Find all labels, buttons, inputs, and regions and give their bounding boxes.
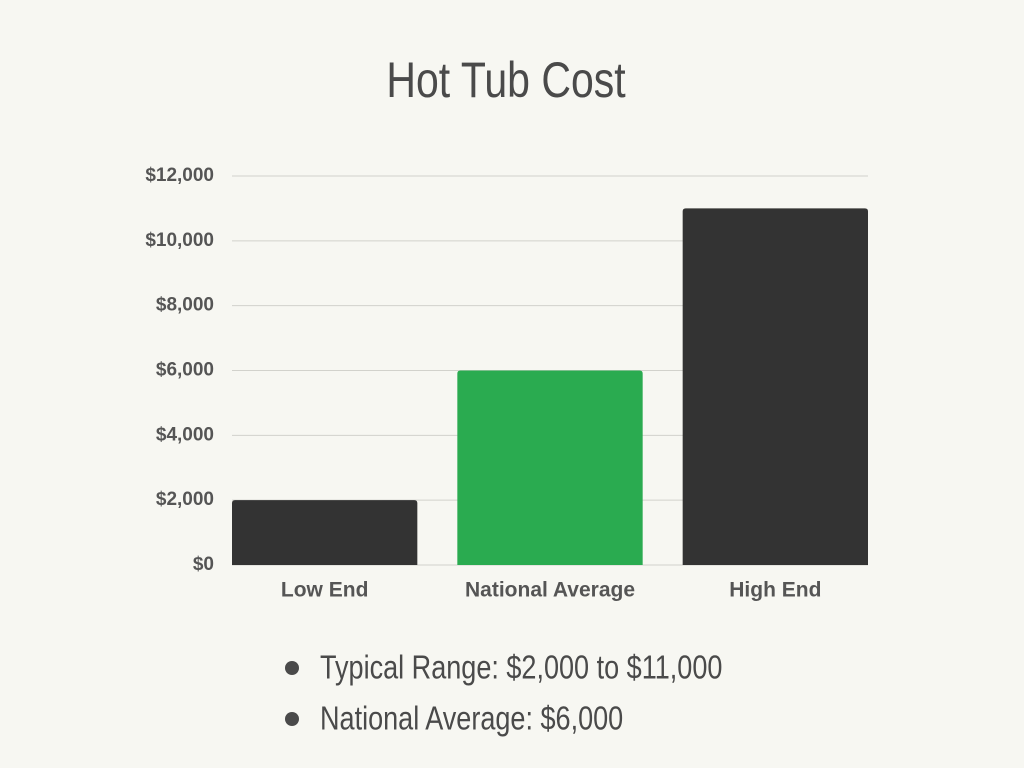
y-tick-label: $12,000 bbox=[145, 165, 214, 186]
annotation: Typical Range: $2,000 to $11,000 bbox=[320, 650, 722, 686]
y-tick-label: $4,000 bbox=[156, 424, 214, 445]
y-tick-label: $0 bbox=[193, 554, 214, 575]
bullet bbox=[285, 661, 299, 675]
y-tick-label: $10,000 bbox=[145, 230, 214, 251]
bullet bbox=[285, 712, 299, 726]
y-tick-label: $2,000 bbox=[156, 489, 214, 510]
x-tick-label: National Average bbox=[465, 579, 635, 602]
x-tick-label: Low End bbox=[281, 579, 369, 602]
annotation: National Average: $6,000 bbox=[320, 701, 623, 737]
x-tick-label: High End bbox=[729, 579, 821, 602]
bar bbox=[457, 370, 643, 565]
bar bbox=[232, 500, 418, 565]
chart-title: Hot Tub Cost bbox=[386, 52, 626, 108]
bar bbox=[682, 208, 868, 565]
y-tick-label: $8,000 bbox=[156, 295, 214, 316]
y-tick-label: $6,000 bbox=[156, 360, 214, 381]
